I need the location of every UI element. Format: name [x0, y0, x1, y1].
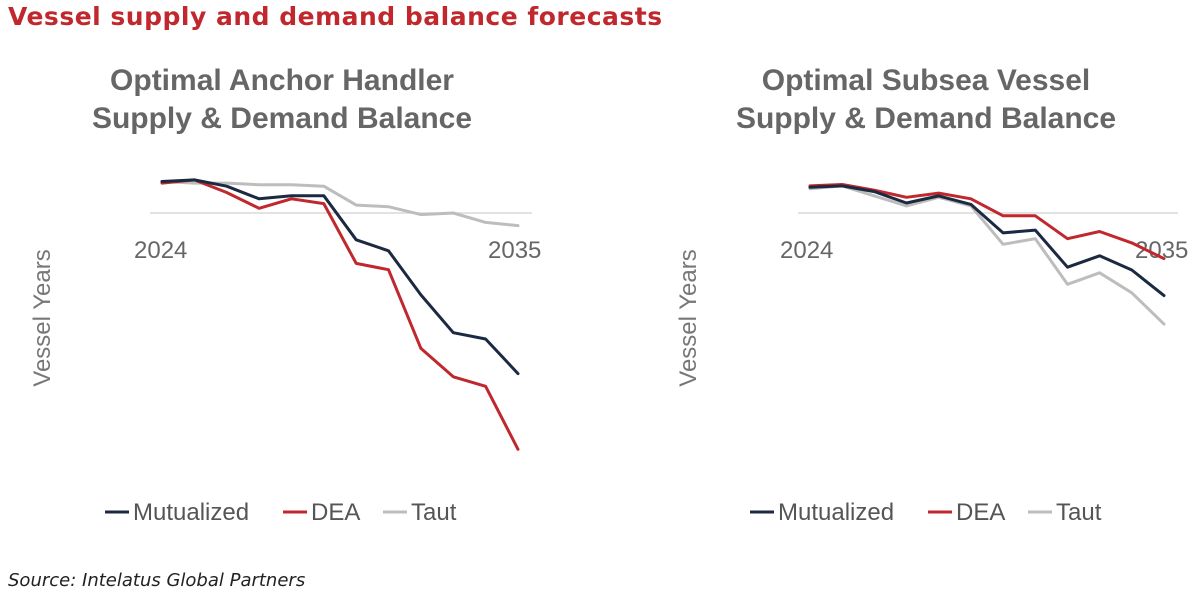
series-line-taut	[808, 184, 1166, 326]
x-tick-label: 2024	[134, 237, 187, 264]
series-line-dea	[808, 183, 1166, 261]
legend-label-mutualized: Mutualized	[778, 499, 894, 526]
page-title: Vessel supply and demand balance forecas…	[8, 2, 663, 31]
chart-subsea-vessel: Optimal Subsea Vessel Supply & Demand Bal…	[630, 58, 1190, 538]
chart-svg: Optimal Subsea Vessel Supply & Demand Bal…	[675, 64, 1188, 526]
x-tick-label: 2024	[780, 237, 833, 264]
legend-label-dea: DEA	[311, 499, 360, 526]
y-axis-label: Vessel Years	[675, 249, 702, 386]
series-line-mutualized	[808, 184, 1166, 298]
series-line-dea	[160, 178, 520, 451]
chart-anchor-handler: Optimal Anchor Handler Supply & Demand Ba…	[10, 58, 570, 538]
chart-title-line: Supply & Demand Balance	[92, 102, 472, 135]
legend-label-mutualized: Mutualized	[133, 499, 249, 526]
chart-svg: Optimal Anchor Handler Supply & Demand Ba…	[29, 64, 541, 526]
legend-label-dea: DEA	[956, 499, 1005, 526]
chart-title-line: Optimal Subsea Vessel	[762, 64, 1091, 97]
source-note: Source: Intelatus Global Partners	[8, 570, 306, 591]
legend-label-taut: Taut	[1056, 499, 1102, 526]
series-line-mutualized	[160, 178, 520, 376]
chart-title-line: Optimal Anchor Handler	[110, 64, 454, 97]
series-line-taut	[160, 180, 520, 228]
y-axis-label: Vessel Years	[29, 249, 56, 386]
x-tick-label: 2035	[488, 237, 541, 264]
x-tick-label: 2035	[1135, 237, 1188, 264]
legend-label-taut: Taut	[411, 499, 457, 526]
chart-title-line: Supply & Demand Balance	[736, 102, 1116, 135]
